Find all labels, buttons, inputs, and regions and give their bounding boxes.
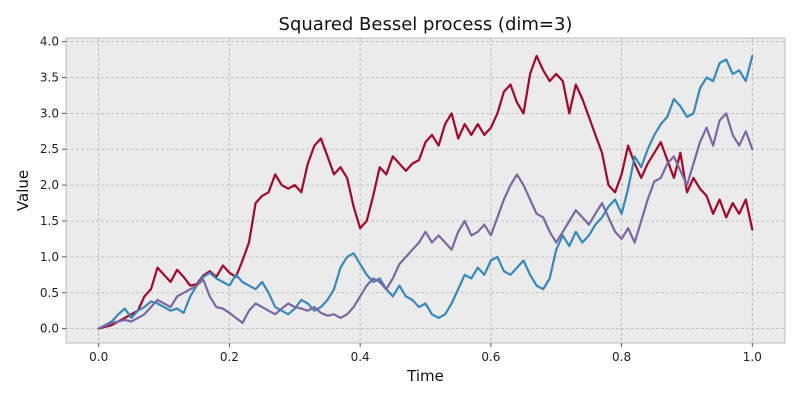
y-tick-label: 0.0 xyxy=(40,322,59,336)
x-tick-label: 0.2 xyxy=(220,350,239,364)
y-tick-label: 0.5 xyxy=(40,286,59,300)
y-tick-label: 3.5 xyxy=(40,70,59,84)
y-tick-label: 2.5 xyxy=(40,142,59,156)
x-axis-label: Time xyxy=(406,367,444,385)
x-tick-label: 0.4 xyxy=(351,350,370,364)
x-tick-label: 0.6 xyxy=(481,350,500,364)
y-tick-label: 4.0 xyxy=(40,35,59,49)
series-layer xyxy=(97,54,754,330)
x-tick-label: 0.0 xyxy=(89,350,108,364)
series-line-1 xyxy=(97,54,754,330)
chart-title: Squared Bessel process (dim=3) xyxy=(279,14,573,35)
series-line-2 xyxy=(97,54,754,330)
grid-lines xyxy=(66,38,785,343)
series-line-3 xyxy=(97,112,754,330)
y-axis-label: Value xyxy=(14,170,32,211)
y-tick-label: 3.0 xyxy=(40,106,59,120)
y-tick-label: 2.0 xyxy=(40,178,59,192)
axis-ticks: 0.0 0.2 0.4 0.6 0.8 1.0 0.0 0.5 1.0 1.5 2.0 2.5 3.0 3… xyxy=(40,35,762,364)
y-tick-label: 1.5 xyxy=(40,214,59,228)
x-tick-label: 0.8 xyxy=(612,350,631,364)
plot-area xyxy=(65,37,786,344)
x-tick-label: 1.0 xyxy=(743,350,762,364)
y-tick-label: 1.0 xyxy=(40,250,59,264)
